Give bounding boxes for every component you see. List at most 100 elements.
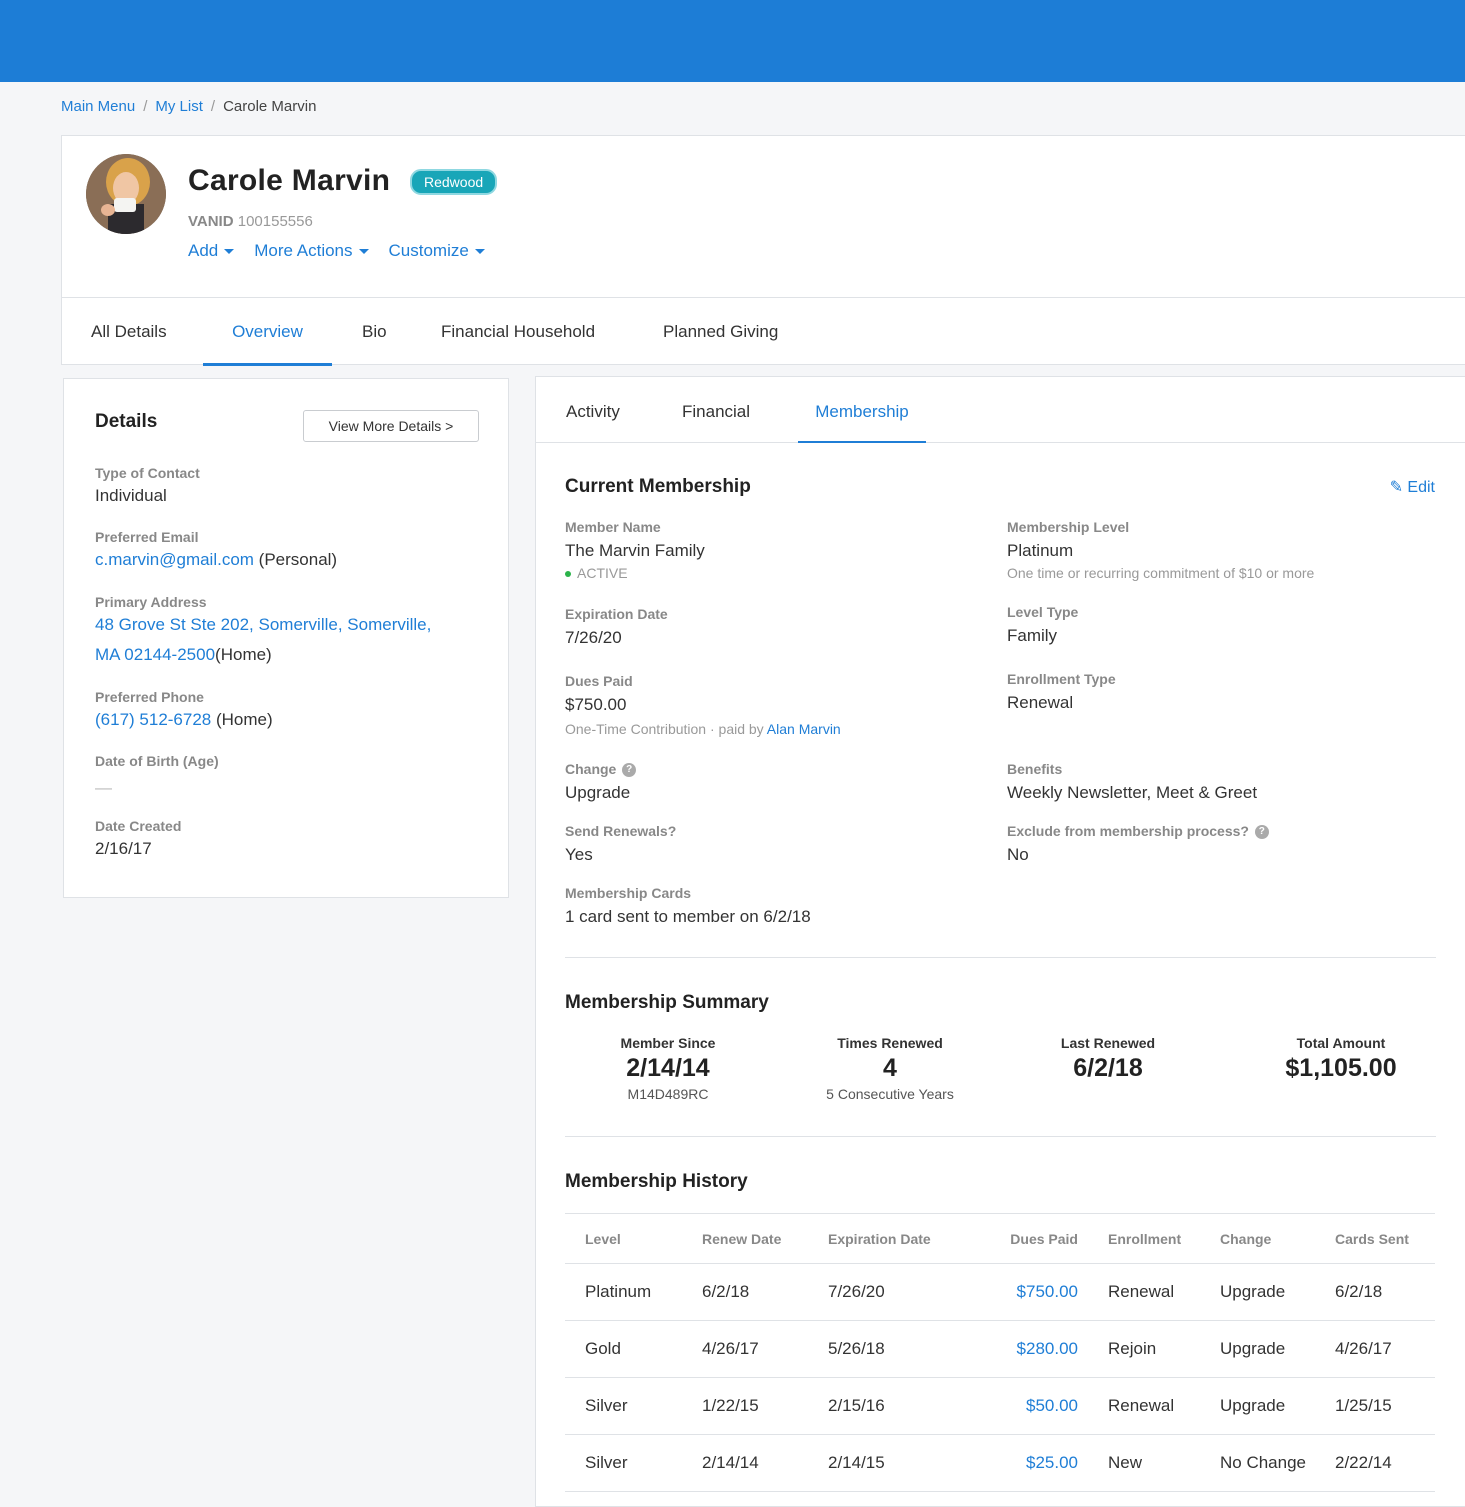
cell-dues-link[interactable]: $25.00 xyxy=(966,1434,1108,1492)
field-label: Membership Cards xyxy=(565,885,692,901)
current-membership-title: Current Membership xyxy=(565,476,751,497)
field-change: Change ? Upgrade xyxy=(565,761,637,803)
help-icon[interactable]: ? xyxy=(1254,825,1269,840)
stat-sub: 5 Consecutive Years xyxy=(826,1086,954,1102)
cell-change: Upgrade xyxy=(1220,1263,1335,1321)
edit-button[interactable]: ✎ Edit xyxy=(1390,477,1435,497)
column-header[interactable]: Level xyxy=(565,1213,702,1264)
column-header[interactable]: Cards Sent xyxy=(1335,1213,1435,1264)
top-app-bar xyxy=(0,0,1465,82)
cell-dues-link[interactable]: $750.00 xyxy=(966,1263,1108,1321)
cell-enrollment: Renewal xyxy=(1108,1377,1220,1435)
payer-link[interactable]: Alan Marvin xyxy=(766,721,841,737)
field-label: Preferred Phone xyxy=(95,689,204,705)
field-value: Family xyxy=(1007,626,1058,645)
active-dot-icon xyxy=(565,571,571,578)
cell-expiration-date: 2/14/15 xyxy=(828,1434,966,1492)
phone-type: (Home) xyxy=(211,710,273,729)
field-value: 48 Grove St Ste 202, Somerville, Somervi… xyxy=(95,610,431,670)
stat-times-renewed: Times Renewed 4 5 Consecutive Years xyxy=(790,1035,990,1102)
tab-bio[interactable]: Bio xyxy=(362,322,387,341)
tab-financial[interactable]: Financial xyxy=(682,402,751,421)
cell-expiration-date: 7/26/20 xyxy=(828,1263,966,1321)
vanid: VANID 100155556 xyxy=(188,213,313,230)
membership-level-link[interactable]: Platinum xyxy=(1007,541,1074,560)
field-member-name: Member Name The Marvin Family ACTIVE xyxy=(565,519,705,581)
help-icon[interactable]: ? xyxy=(622,763,637,778)
dues-description: One-Time Contribution · paid by Alan Mar… xyxy=(565,721,841,737)
field-value: 2/16/17 xyxy=(95,839,152,858)
column-header[interactable]: Expiration Date xyxy=(828,1213,966,1264)
table-header-row: Level Renew Date Expiration Date Dues Pa… xyxy=(565,1213,1435,1264)
field-value: The Marvin Family xyxy=(565,541,705,560)
more-actions-label: More Actions xyxy=(254,241,353,260)
stat-value: $1,105.00 xyxy=(1285,1054,1397,1082)
pencil-icon: ✎ xyxy=(1389,479,1403,496)
main-tabs: All Details Overview Bio Financial House… xyxy=(62,298,1465,366)
more-actions-dropdown[interactable]: More Actions xyxy=(254,241,369,261)
membership-history-title: Membership History xyxy=(565,1171,748,1192)
status-badge: Redwood xyxy=(410,169,498,195)
cell-renew-date: 1/22/15 xyxy=(702,1377,828,1435)
field-label: Expiration Date xyxy=(565,606,668,622)
cell-expiration-date: 5/26/18 xyxy=(828,1320,966,1378)
breadcrumb-my-list[interactable]: My List xyxy=(155,98,203,115)
field-label: Type of Contact xyxy=(95,465,200,481)
caret-down-icon xyxy=(474,249,485,255)
cell-cards-sent: 2/22/14 xyxy=(1335,1434,1435,1492)
field-label: Send Renewals? xyxy=(565,823,677,839)
stat-label: Times Renewed xyxy=(837,1035,943,1051)
field-type-of-contact: Type of Contact Individual xyxy=(95,465,200,511)
add-dropdown[interactable]: Add xyxy=(188,241,235,261)
cell-cards-sent: 4/26/17 xyxy=(1335,1320,1435,1378)
stat-total-amount: Total Amount $1,105.00 xyxy=(1241,1035,1441,1086)
tab-financial-household[interactable]: Financial Household xyxy=(441,322,596,341)
cell-level: Silver xyxy=(565,1377,702,1435)
address-link[interactable]: 48 Grove St Ste 202, Somerville, Somervi… xyxy=(95,615,432,634)
cell-dues-link[interactable]: $50.00 xyxy=(966,1377,1108,1435)
customize-dropdown[interactable]: Customize xyxy=(389,241,485,261)
column-header[interactable]: Renew Date xyxy=(702,1213,828,1264)
header-actions: Add More Actions Customize xyxy=(188,241,485,261)
address-link[interactable]: MA 02144-2500 xyxy=(95,645,216,664)
vanid-value: 100155556 xyxy=(237,213,313,230)
cell-dues-link[interactable]: $280.00 xyxy=(966,1320,1108,1378)
field-value: — xyxy=(95,778,112,797)
field-send-renewals: Send Renewals? Yes xyxy=(565,823,676,865)
stat-label: Total Amount xyxy=(1296,1035,1386,1051)
tab-planned-giving[interactable]: Planned Giving xyxy=(663,322,779,341)
tab-overview[interactable]: Overview xyxy=(203,298,332,366)
phone-link[interactable]: (617) 512-6728 xyxy=(95,710,212,729)
column-header[interactable]: Enrollment xyxy=(1108,1213,1220,1264)
field-preferred-email: Preferred Email c.marvin@gmail.com (Pers… xyxy=(95,529,337,575)
dues-paid-link[interactable]: $750.00 xyxy=(565,695,627,714)
details-panel: Details View More Details > Type of Cont… xyxy=(63,378,509,898)
cell-cards-sent: 6/2/18 xyxy=(1335,1263,1435,1321)
field-enrollment-type: Enrollment Type Renewal xyxy=(1007,671,1116,713)
field-value: No xyxy=(1007,845,1029,865)
vanid-label: VANID xyxy=(188,213,234,230)
column-header[interactable]: Dues Paid xyxy=(966,1213,1108,1264)
avatar xyxy=(86,154,166,234)
tab-activity[interactable]: Activity xyxy=(566,402,620,421)
exclude-label: Exclude from membership process? xyxy=(1007,823,1249,839)
membership-history-table: Level Renew Date Expiration Date Dues Pa… xyxy=(565,1213,1435,1492)
customize-label: Customize xyxy=(388,241,469,260)
add-label: Add xyxy=(188,241,219,260)
field-date-created: Date Created 2/16/17 xyxy=(95,818,181,864)
details-title: Details xyxy=(95,411,158,432)
email-link[interactable]: c.marvin@gmail.com xyxy=(95,550,254,569)
status-indicator: ACTIVE xyxy=(565,565,705,581)
field-label: Preferred Email xyxy=(95,529,199,545)
cell-change: No Change xyxy=(1220,1434,1335,1492)
view-more-details-button[interactable]: View More Details > xyxy=(303,410,479,442)
tab-membership[interactable]: Membership xyxy=(798,377,926,443)
field-label: Dues Paid xyxy=(565,673,633,689)
stat-member-since: Member Since 2/14/14 M14D489RC xyxy=(568,1035,768,1102)
field-label: Primary Address xyxy=(95,594,207,610)
tab-all-details[interactable]: All Details xyxy=(91,322,167,341)
column-header[interactable]: Change xyxy=(1220,1213,1335,1264)
cell-change: Upgrade xyxy=(1220,1320,1335,1378)
cell-expiration-date: 2/15/16 xyxy=(828,1377,966,1435)
breadcrumb-main-menu[interactable]: Main Menu xyxy=(61,98,136,115)
